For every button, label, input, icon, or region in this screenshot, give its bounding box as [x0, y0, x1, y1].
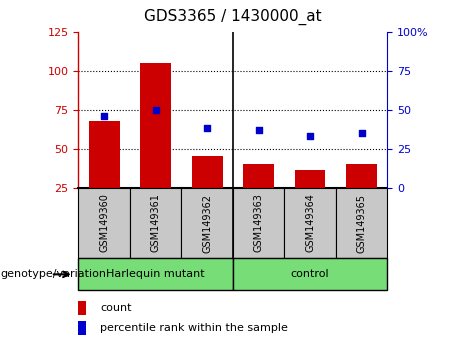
Bar — [78, 258, 233, 290]
Point — [100, 113, 108, 119]
Text: GSM149362: GSM149362 — [202, 194, 212, 252]
Bar — [233, 188, 284, 258]
Point — [358, 130, 365, 136]
Bar — [89, 121, 119, 188]
Bar — [233, 258, 387, 290]
Bar — [78, 321, 86, 335]
Bar — [181, 188, 233, 258]
Bar — [78, 301, 86, 315]
Bar — [243, 164, 274, 188]
Bar — [346, 164, 377, 188]
Text: control: control — [291, 269, 329, 279]
Text: GSM149363: GSM149363 — [254, 194, 264, 252]
Bar — [78, 188, 130, 258]
Text: percentile rank within the sample: percentile rank within the sample — [100, 323, 288, 333]
Bar — [140, 63, 171, 188]
Bar — [284, 188, 336, 258]
Text: GDS3365 / 1430000_at: GDS3365 / 1430000_at — [144, 8, 322, 25]
Point — [152, 107, 160, 113]
Bar — [295, 171, 325, 188]
Text: count: count — [100, 303, 131, 313]
Text: GSM149364: GSM149364 — [305, 194, 315, 252]
Text: genotype/variation: genotype/variation — [0, 269, 106, 279]
Bar — [336, 188, 387, 258]
Text: GSM149365: GSM149365 — [356, 194, 366, 252]
Point — [203, 126, 211, 131]
Point — [306, 133, 313, 139]
Text: GSM149360: GSM149360 — [99, 194, 109, 252]
Bar — [130, 188, 181, 258]
Text: GSM149361: GSM149361 — [151, 194, 160, 252]
Bar — [192, 156, 223, 188]
Point — [255, 127, 262, 133]
Text: Harlequin mutant: Harlequin mutant — [106, 269, 205, 279]
